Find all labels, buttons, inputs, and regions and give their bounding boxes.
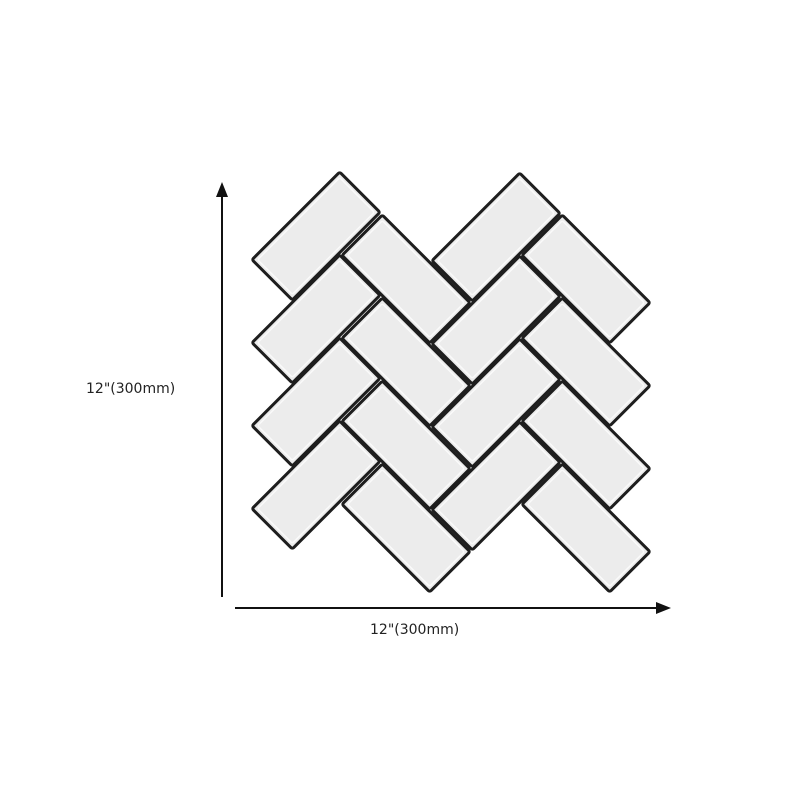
tile	[431, 255, 561, 385]
tile	[431, 172, 561, 302]
tile	[521, 214, 651, 344]
tile	[521, 380, 651, 510]
height-label: 12"(300mm)	[86, 381, 176, 397]
tile	[251, 171, 381, 301]
tile	[341, 463, 471, 593]
height-arrow	[216, 182, 228, 597]
tile	[521, 297, 651, 427]
width-arrow	[235, 602, 671, 614]
tile	[431, 338, 561, 468]
herringbone-tile-sheet	[251, 171, 651, 593]
tile	[521, 463, 651, 593]
width-label: 12"(300mm)	[370, 622, 460, 638]
tile	[341, 380, 471, 510]
tile	[341, 297, 471, 427]
tile	[431, 421, 561, 551]
tile	[341, 214, 471, 344]
